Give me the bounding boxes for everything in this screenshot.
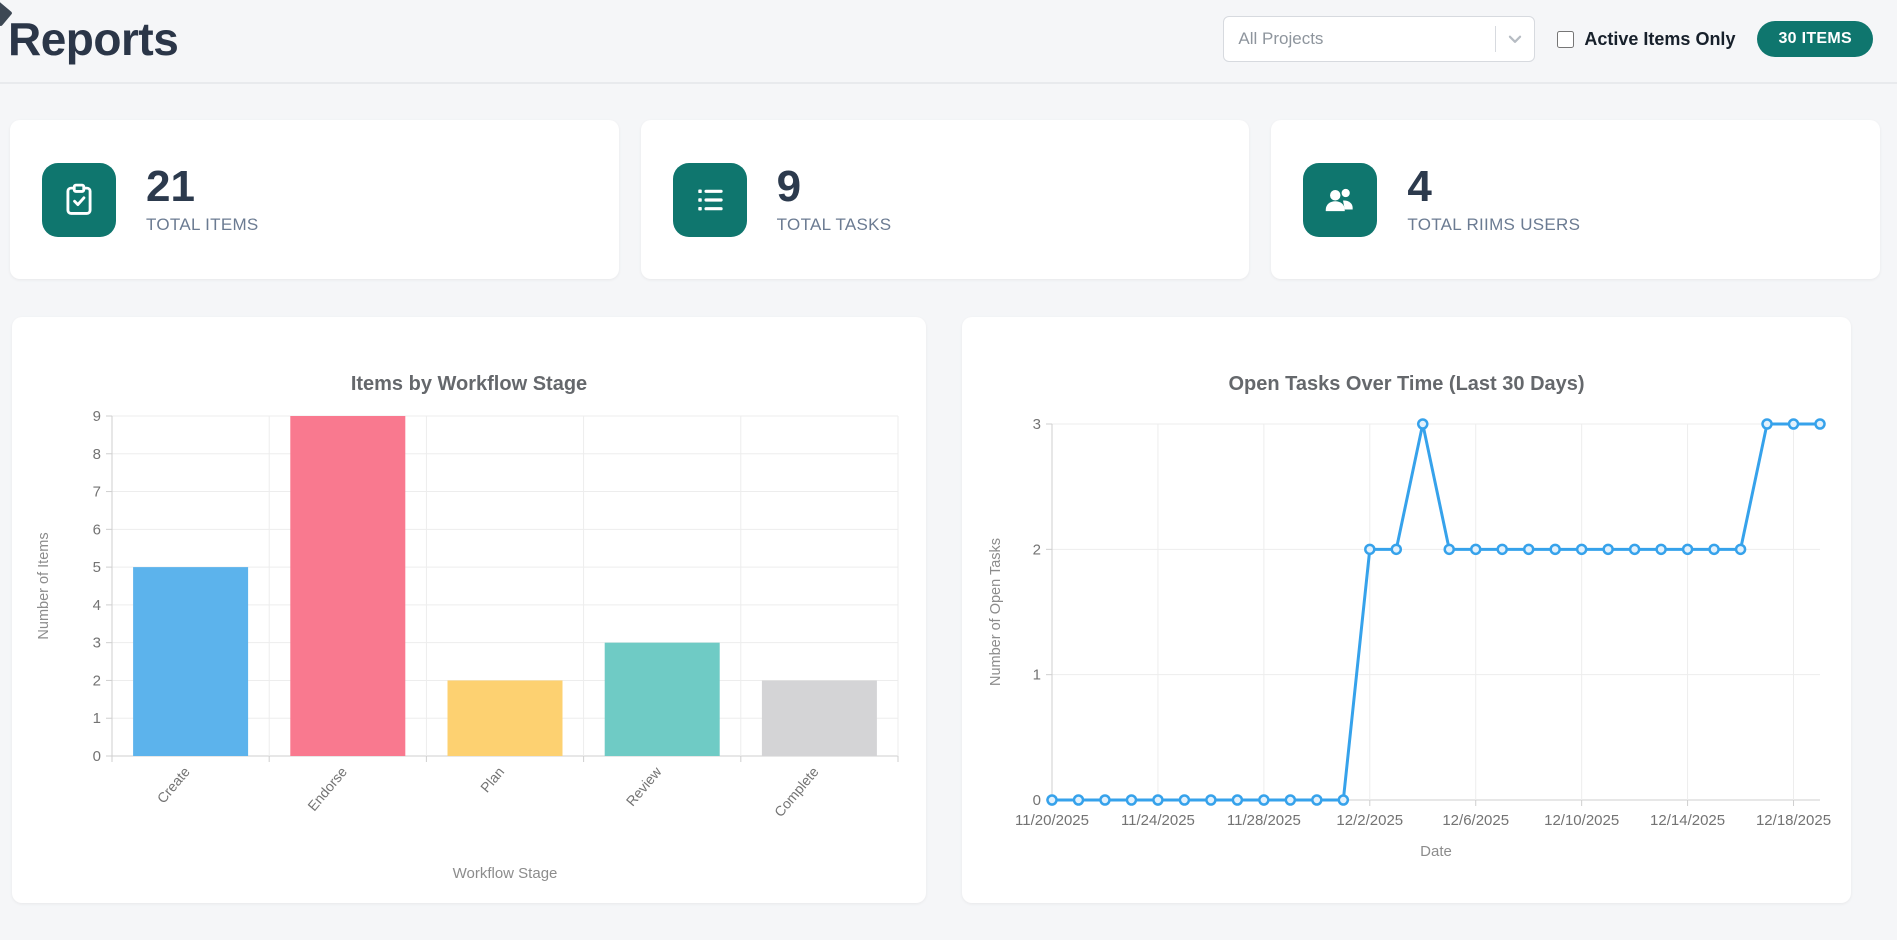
stat-value: 4 — [1407, 162, 1432, 212]
clipboard-check-icon — [42, 162, 116, 237]
stats-row: 21 TOTAL ITEMS 9 TOTAL TASKS — [10, 120, 1881, 279]
header-controls: All Projects Active Items Only 30 ITEMS — [1223, 16, 1873, 62]
svg-text:6: 6 — [93, 521, 101, 538]
header: Reports All Projects Active Items Only 3… — [0, 0, 1897, 82]
svg-text:11/20/2025: 11/20/2025 — [1015, 812, 1089, 829]
stat-text: 4 TOTAL RIIMS USERS — [1407, 164, 1580, 234]
line-chart-title: Open Tasks Over Time (Last 30 Days) — [1228, 373, 1585, 395]
stat-card-total-riims-users: 4 TOTAL RIIMS USERS — [1271, 120, 1881, 279]
svg-text:11/28/2025: 11/28/2025 — [1227, 812, 1301, 829]
active-items-checkbox[interactable] — [1557, 30, 1575, 48]
svg-text:1: 1 — [93, 710, 101, 727]
svg-text:1: 1 — [1033, 667, 1041, 684]
svg-text:12/18/2025: 12/18/2025 — [1756, 812, 1831, 829]
svg-text:9: 9 — [93, 410, 101, 425]
project-filter-select[interactable]: All Projects — [1223, 16, 1536, 62]
bar-chart-canvas[interactable]: 0 1 2 3 4 5 6 7 8 9 Create Endorse Plan Review Complet… — [32, 410, 906, 890]
svg-text:2: 2 — [93, 672, 101, 689]
stat-text: 21 TOTAL ITEMS — [146, 164, 259, 234]
svg-text:12/14/2025: 12/14/2025 — [1650, 812, 1725, 829]
active-items-label: Active Items Only — [1584, 28, 1736, 49]
select-divider — [1495, 26, 1497, 52]
stat-value: 9 — [776, 162, 802, 212]
stat-label: TOTAL TASKS — [776, 214, 892, 234]
svg-text:0: 0 — [1033, 792, 1041, 809]
stat-label: TOTAL RIIMS USERS — [1407, 214, 1581, 234]
stat-card-total-items: 21 TOTAL ITEMS — [10, 120, 619, 279]
svg-text:11/24/2025: 11/24/2025 — [1121, 812, 1195, 829]
svg-text:12/10/2025: 12/10/2025 — [1544, 812, 1619, 829]
svg-text:Review: Review — [623, 763, 665, 809]
svg-text:3: 3 — [93, 635, 101, 652]
svg-text:Date: Date — [1420, 843, 1452, 860]
project-filter-value: All Projects — [1238, 29, 1324, 48]
stat-text: 9 TOTAL TASKS — [777, 164, 892, 234]
svg-text:Endorse: Endorse — [304, 763, 350, 813]
list-icon — [672, 162, 747, 237]
svg-text:Create: Create — [154, 763, 193, 806]
bar-chart-card: Items by Workflow Stage 0 1 2 3 4 5 6 7 8 9 Create… — [12, 317, 926, 903]
header-divider — [0, 82, 1897, 84]
svg-text:2: 2 — [1033, 541, 1041, 558]
svg-text:0: 0 — [93, 748, 101, 765]
items-count-badge: 30 ITEMS — [1757, 21, 1873, 57]
stat-card-total-tasks: 9 TOTAL TASKS — [640, 120, 1250, 279]
users-icon — [1303, 162, 1378, 237]
line-chart-canvas[interactable]: 0 1 2 3 11/20/2025 11/24/2025 11/28/2025 12/2/2… — [982, 410, 1831, 890]
svg-text:Workflow Stage: Workflow Stage — [453, 865, 558, 882]
svg-text:8: 8 — [93, 446, 101, 463]
charts-row: Items by Workflow Stage 0 1 2 3 4 5 6 7 8 9 Create… — [12, 317, 1897, 903]
svg-text:7: 7 — [93, 484, 101, 501]
stat-label: TOTAL ITEMS — [146, 214, 259, 234]
bar-chart-title: Items by Workflow Stage — [350, 373, 588, 395]
svg-text:12/2/2025: 12/2/2025 — [1336, 812, 1403, 829]
line-chart-card: Open Tasks Over Time (Last 30 Days) 0 1 2 3… — [962, 317, 1851, 903]
page-title: Reports — [8, 13, 179, 65]
svg-text:Number of Items: Number of Items — [36, 532, 52, 639]
svg-text:Plan: Plan — [477, 764, 507, 796]
svg-text:3: 3 — [1033, 416, 1041, 433]
svg-text:Number of Open Tasks: Number of Open Tasks — [988, 538, 1004, 686]
stat-value: 21 — [146, 162, 195, 212]
svg-text:12/6/2025: 12/6/2025 — [1442, 812, 1509, 829]
svg-text:Complete: Complete — [771, 763, 822, 819]
svg-text:5: 5 — [93, 559, 101, 576]
chevron-down-icon — [1506, 30, 1524, 48]
svg-text:4: 4 — [93, 597, 101, 614]
active-items-filter: Active Items Only — [1557, 29, 1735, 50]
